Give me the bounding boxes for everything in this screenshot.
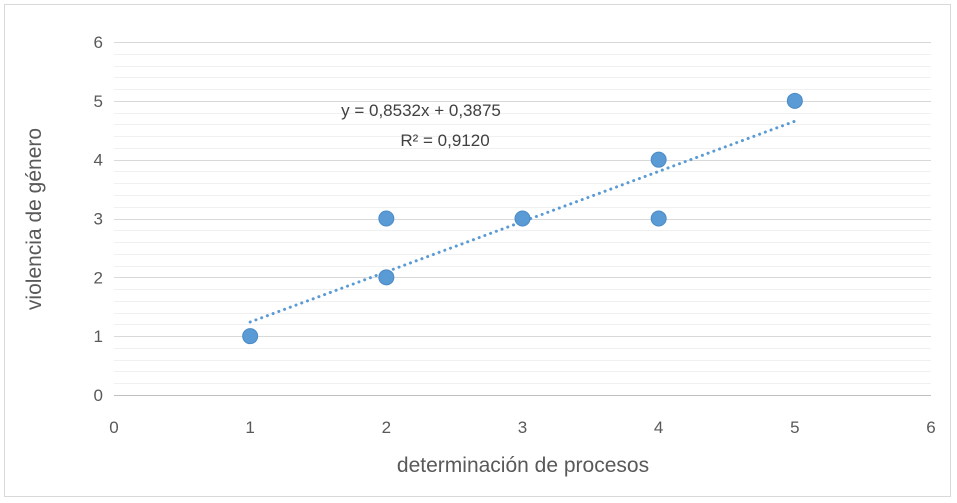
x-axis-ticks: 0 1 2 3 4 5 6 — [109, 418, 935, 437]
data-point — [786, 92, 803, 109]
y-axis-title: violencia de género — [23, 128, 46, 310]
x-tick-label: 0 — [109, 418, 118, 437]
y-tick-label: 2 — [94, 268, 103, 287]
data-points — [242, 92, 803, 345]
x-tick-label: 4 — [654, 418, 663, 437]
chart-frame — [4, 4, 951, 497]
trendline-r-squared: R² = 0,9120 — [400, 131, 489, 150]
trendline — [248, 119, 797, 324]
y-tick-label: 3 — [94, 210, 103, 229]
trendline-equation: y = 0,8532x + 0,3875 — [341, 101, 501, 120]
x-axis-title: determinación de procesos — [397, 454, 649, 477]
y-tick-label: 1 — [94, 327, 103, 346]
data-point — [378, 269, 395, 286]
x-tick-label: 6 — [926, 418, 935, 437]
data-point — [650, 210, 667, 227]
data-point — [514, 210, 531, 227]
data-point — [378, 210, 395, 227]
y-tick-label: 6 — [94, 33, 103, 52]
x-tick-label: 2 — [382, 418, 391, 437]
x-tick-label: 1 — [245, 418, 254, 437]
y-tick-label: 0 — [94, 386, 103, 405]
data-point — [242, 328, 259, 345]
x-tick-label: 3 — [518, 418, 527, 437]
y-axis-ticks: 0 1 2 3 4 5 6 — [94, 33, 103, 405]
trendline-group — [248, 119, 797, 324]
y-tick-label: 5 — [94, 92, 103, 111]
x-tick-label: 5 — [790, 418, 799, 437]
grid — [114, 42, 931, 396]
y-tick-label: 4 — [94, 151, 103, 170]
data-point — [650, 151, 667, 168]
